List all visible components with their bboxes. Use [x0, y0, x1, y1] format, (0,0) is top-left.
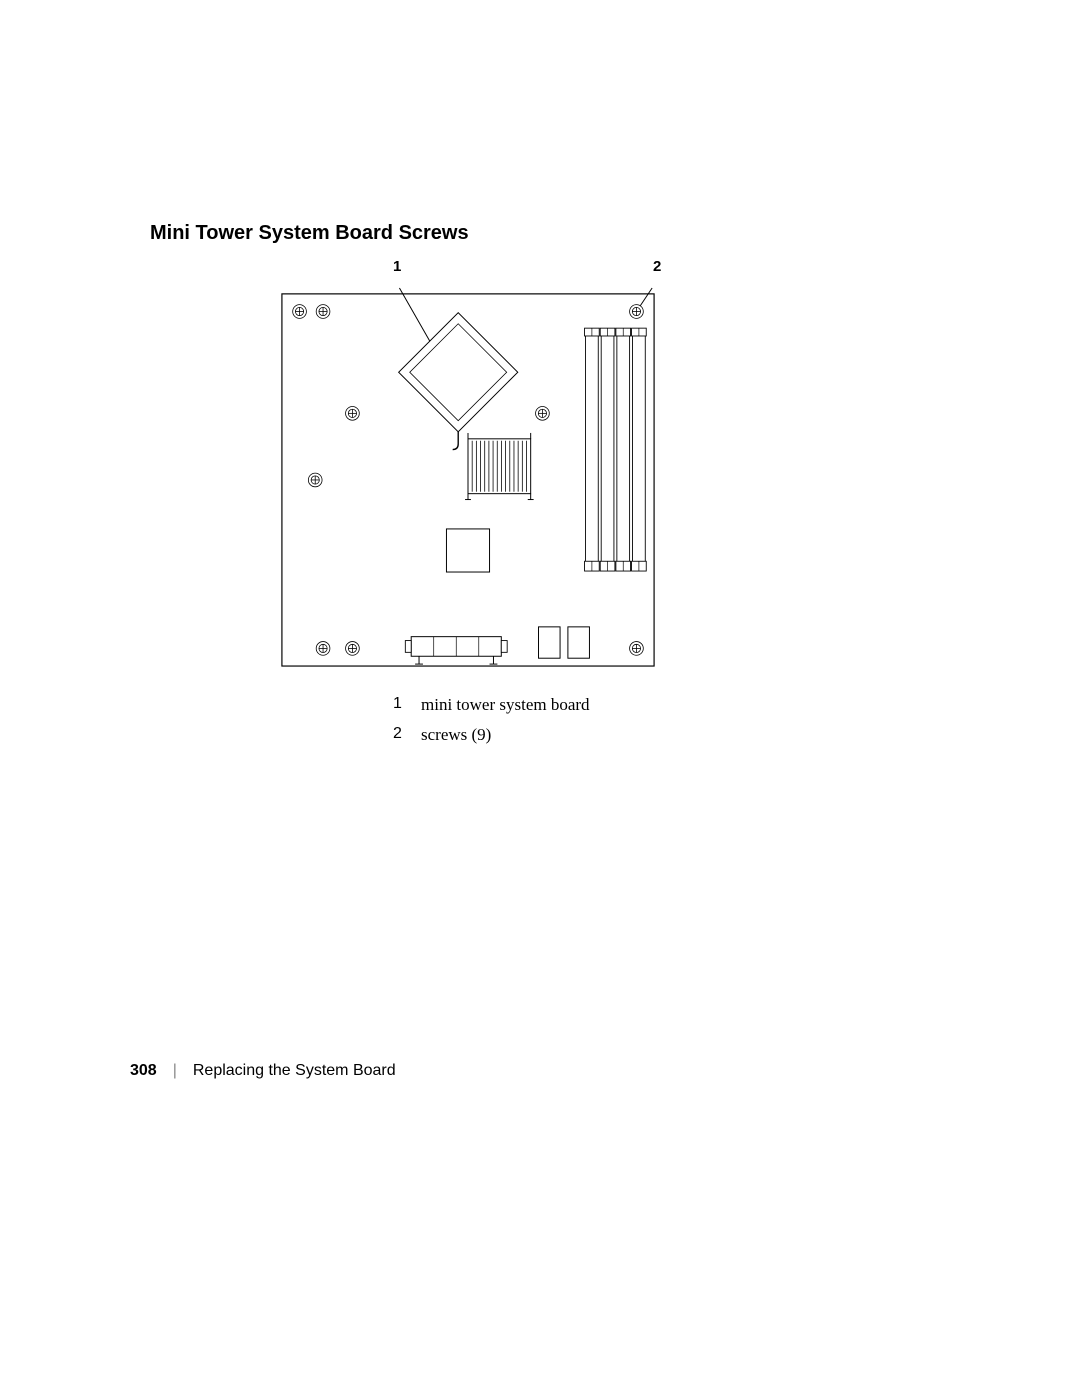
legend-text: mini tower system board [421, 693, 590, 717]
legend-num: 1 [393, 693, 403, 717]
system-board-diagram [278, 278, 658, 658]
callout-label-2: 2 [653, 258, 661, 275]
footer-separator: | [173, 1062, 177, 1080]
legend-text: screws (9) [421, 723, 491, 747]
callout-label-1: 1 [393, 258, 401, 275]
page-number: 308 [130, 1062, 157, 1080]
legend: 1 mini tower system board 2 screws (9) [393, 693, 590, 753]
legend-row: 1 mini tower system board [393, 693, 590, 717]
document-page: Mini Tower System Board Screws 1 2 1 min… [0, 0, 1080, 1397]
page-footer: 308 | Replacing the System Board [130, 1062, 396, 1080]
legend-num: 2 [393, 723, 403, 747]
footer-chapter: Replacing the System Board [193, 1062, 396, 1080]
section-title: Mini Tower System Board Screws [150, 222, 469, 245]
legend-row: 2 screws (9) [393, 723, 590, 747]
